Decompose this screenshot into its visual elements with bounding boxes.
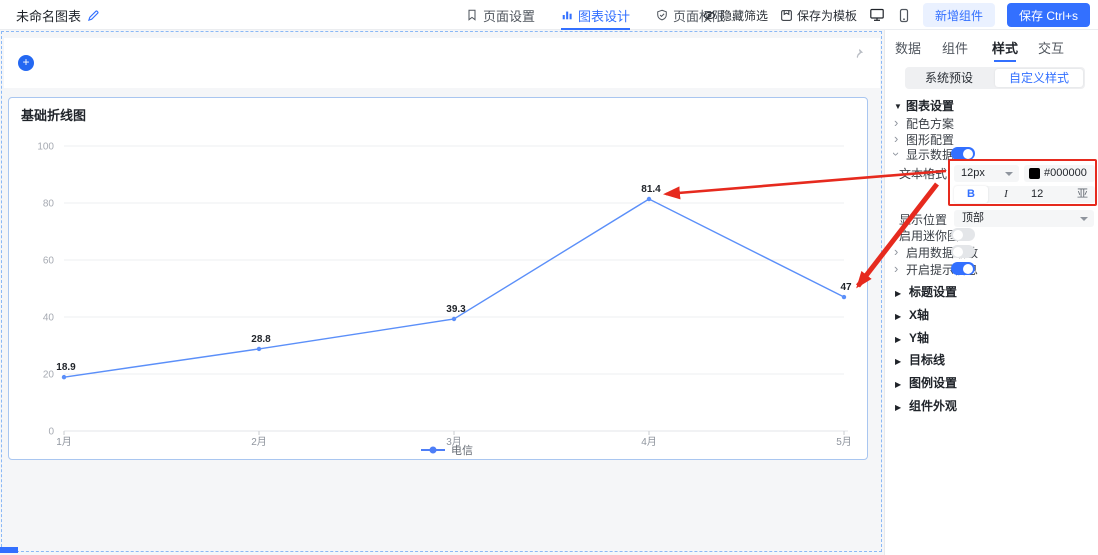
tab-page-settings[interactable]: 页面设置: [466, 0, 535, 30]
chevron-right-icon: ›: [894, 261, 899, 276]
font-color-picker[interactable]: #000000: [1024, 165, 1095, 182]
hide-filter-label: 隐藏筛选: [719, 8, 768, 23]
triangle-right-icon: ▶: [895, 403, 902, 412]
canvas-resize-handle[interactable]: [0, 547, 18, 553]
row-show-data[interactable]: › 显示数据: [889, 148, 955, 162]
color-swatch: [1029, 168, 1040, 179]
tab-chart-design[interactable]: 图表设计: [561, 0, 631, 30]
triangle-down-icon: ▼: [894, 102, 902, 111]
tab-label: 页面设置: [483, 8, 536, 24]
row-tooltip[interactable]: › 开启提示信息: [894, 261, 979, 278]
section-x-axis[interactable]: ▶ X轴: [885, 307, 1098, 323]
save-as-template-label: 保存为模板: [796, 8, 857, 23]
shield-icon: [657, 9, 667, 21]
svg-text:80: 80: [43, 199, 55, 210]
svg-text:20: 20: [43, 370, 55, 381]
triangle-right-icon: ▶: [895, 335, 902, 344]
svg-text:40: 40: [43, 313, 55, 324]
letter-spacing-icon: 亚: [1077, 188, 1088, 200]
page-title: 未命名图表: [16, 8, 82, 24]
caret-down-icon: [1005, 172, 1013, 176]
segment-custom-style[interactable]: 自定义样式: [995, 69, 1083, 87]
pin-icon[interactable]: [853, 48, 864, 59]
segment-system-preset[interactable]: 系统预设: [924, 71, 973, 85]
title-area: 未命名图表: [16, 0, 100, 30]
panel-tab-interaction[interactable]: 交互: [1038, 41, 1065, 56]
panel-tab-data[interactable]: 数据: [895, 41, 922, 56]
row-mini-chart: 启用迷你图: [899, 229, 960, 243]
tooltip-toggle[interactable]: [951, 262, 975, 275]
add-component-button[interactable]: 新增组件: [922, 3, 995, 27]
section-chart-settings[interactable]: ▼ 图表设置: [894, 99, 955, 113]
save-button[interactable]: 保存 Ctrl+s: [1006, 3, 1090, 27]
triangle-right-icon: ▶: [895, 357, 902, 366]
svg-text:47: 47: [840, 282, 852, 293]
letter-spacing-input[interactable]: 12 亚: [1024, 186, 1095, 203]
chevron-right-icon: ›: [894, 115, 899, 130]
design-canvas: + 基础折线图 0 20 40 60 80 100 1月 2月 3月 4月 5月 18.9 28.8 39…: [0, 30, 884, 555]
edit-title-icon[interactable]: [87, 9, 100, 22]
app-header: 未命名图表 页面设置 图表设计 页面权限 隐藏筛选: [0, 0, 1098, 30]
svg-text:0: 0: [48, 427, 54, 438]
tab-label: 图表设计: [578, 8, 631, 24]
filter-bar-component[interactable]: +: [4, 38, 880, 88]
section-legend-settings[interactable]: ▶ 图例设置: [885, 375, 1098, 391]
section-title-settings[interactable]: ▶ 标题设置: [885, 284, 1098, 300]
svg-text:5月: 5月: [836, 436, 852, 448]
bold-button[interactable]: B: [954, 186, 988, 203]
preset-segment-control: 系统预设 自定义样式: [905, 67, 1085, 89]
eye-off-icon: [703, 10, 716, 20]
section-target-line[interactable]: ▶ 目标线: [885, 352, 1098, 368]
mini-chart-toggle[interactable]: [951, 228, 975, 241]
svg-text:28.8: 28.8: [251, 334, 271, 345]
row-color-scheme[interactable]: › 配色方案: [894, 115, 955, 132]
triangle-right-icon: ▶: [895, 289, 902, 298]
data-zoom-toggle[interactable]: [951, 245, 975, 258]
svg-text:2月: 2月: [251, 436, 267, 448]
row-data-zoom[interactable]: › 启用数据缩放: [894, 244, 979, 261]
chevron-right-icon: ›: [894, 131, 899, 146]
chevron-right-icon: ›: [894, 244, 899, 259]
display-position-select[interactable]: 顶部: [954, 210, 1094, 227]
row-shape-config[interactable]: › 图形配置: [894, 131, 955, 148]
save-as-template-button[interactable]: 保存为模板: [780, 7, 857, 24]
line-chart: 0 20 40 60 80 100 1月 2月 3月 4月 5月 18.9 28.8 39.3 81.4 47…: [37, 142, 852, 458]
triangle-right-icon: ▶: [895, 380, 902, 389]
header-actions: 隐藏筛选 保存为模板 新增组件 保存 Ctrl+s: [703, 0, 1090, 30]
desktop-preview-icon[interactable]: [869, 7, 885, 23]
template-icon: [781, 9, 792, 21]
svg-text:4月: 4月: [641, 436, 657, 448]
svg-text:100: 100: [37, 142, 54, 153]
caret-down-icon: [1080, 217, 1088, 221]
triangle-right-icon: ▶: [895, 312, 902, 321]
bookmark-icon: [468, 9, 476, 21]
text-style-group: [954, 186, 1095, 203]
italic-button[interactable]: I: [1004, 188, 1008, 200]
add-filter-button[interactable]: +: [18, 55, 34, 71]
style-panel: 数据 组件 样式 交互 系统预设 自定义样式 ▼ 图表设置 › 配色方案 › 图…: [884, 30, 1098, 555]
svg-text:1月: 1月: [56, 436, 72, 448]
svg-text:18.9: 18.9: [56, 362, 76, 373]
panel-tab-style[interactable]: 样式: [992, 38, 1018, 62]
top-nav: 页面设置 图表设计 页面权限: [466, 0, 725, 30]
svg-text:81.4: 81.4: [641, 184, 661, 195]
section-component-appearance[interactable]: ▶ 组件外观: [885, 398, 1098, 414]
hide-filter-button[interactable]: 隐藏筛选: [703, 7, 768, 24]
section-y-axis[interactable]: ▶ Y轴: [885, 330, 1098, 346]
font-size-select[interactable]: 12px: [954, 165, 1019, 182]
panel-tab-component[interactable]: 组件: [942, 41, 969, 56]
chart-icon: [562, 11, 572, 20]
svg-text:60: 60: [43, 256, 55, 267]
chart-title: 基础折线图: [21, 108, 87, 123]
mobile-preview-icon[interactable]: [897, 8, 911, 23]
show-data-toggle[interactable]: [951, 147, 975, 160]
svg-text:电信: 电信: [451, 444, 473, 457]
svg-text:39.3: 39.3: [446, 304, 466, 315]
chart-card[interactable]: 基础折线图 0 20 40 60 80 100 1月 2月 3月 4月 5月 18.9 28.8 39.3…: [8, 97, 868, 460]
svg-text:3月: 3月: [446, 436, 462, 448]
chevron-down-icon: ›: [889, 151, 905, 157]
